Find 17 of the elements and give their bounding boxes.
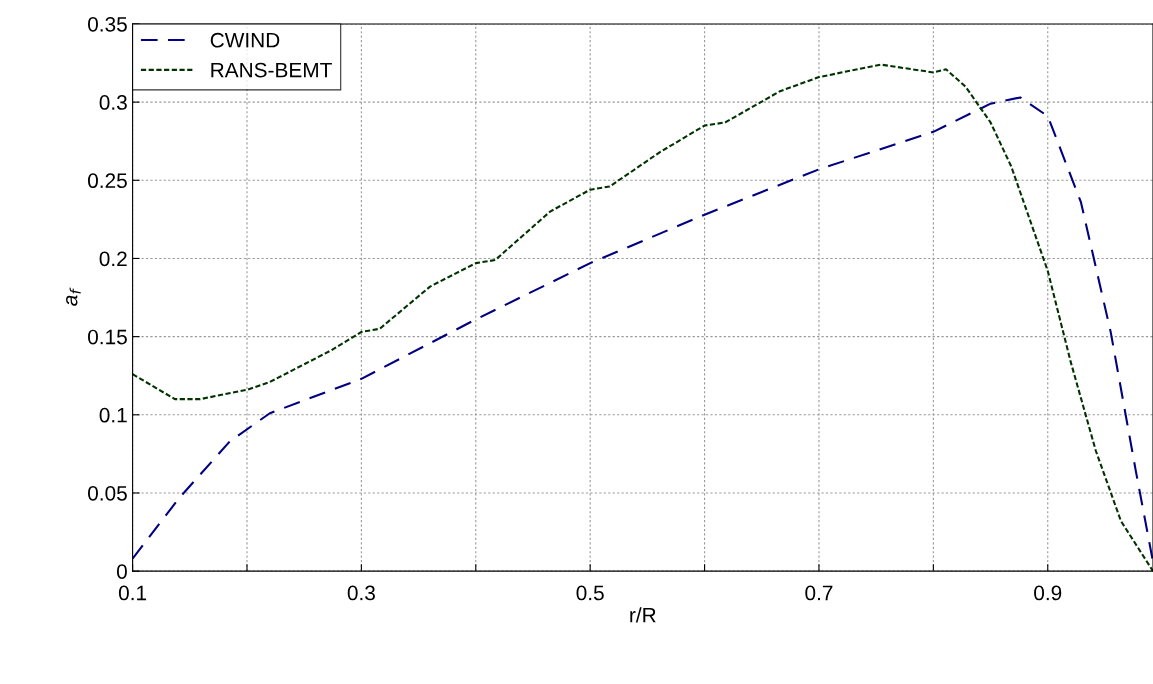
x-tick-label: 0.5 xyxy=(576,585,604,601)
y-tick-label: 0.15 xyxy=(88,329,127,345)
y-tick-label: 0.05 xyxy=(88,485,127,501)
y-axis-title: a$_{f}$ xyxy=(66,287,81,306)
legend-label: CWIND xyxy=(210,32,280,48)
y-tick-label: 0.1 xyxy=(99,407,127,423)
y-tick-label: 0.25 xyxy=(88,173,127,189)
x-axis-title: r/R xyxy=(630,607,656,623)
x-tick-label: 0.7 xyxy=(805,585,833,601)
x-tick-label: 0.3 xyxy=(347,585,375,601)
y-tick-label: 0.3 xyxy=(99,95,127,110)
x-tick-label: 0.9 xyxy=(1034,585,1062,601)
y-tick-label: 0.2 xyxy=(99,251,127,267)
x-tick-label: 0.1 xyxy=(118,585,147,601)
legend-label: RANS-BEMT xyxy=(211,62,332,78)
y-tick-label: 0.35 xyxy=(88,16,127,32)
y-tick-label: 0 xyxy=(116,564,127,579)
